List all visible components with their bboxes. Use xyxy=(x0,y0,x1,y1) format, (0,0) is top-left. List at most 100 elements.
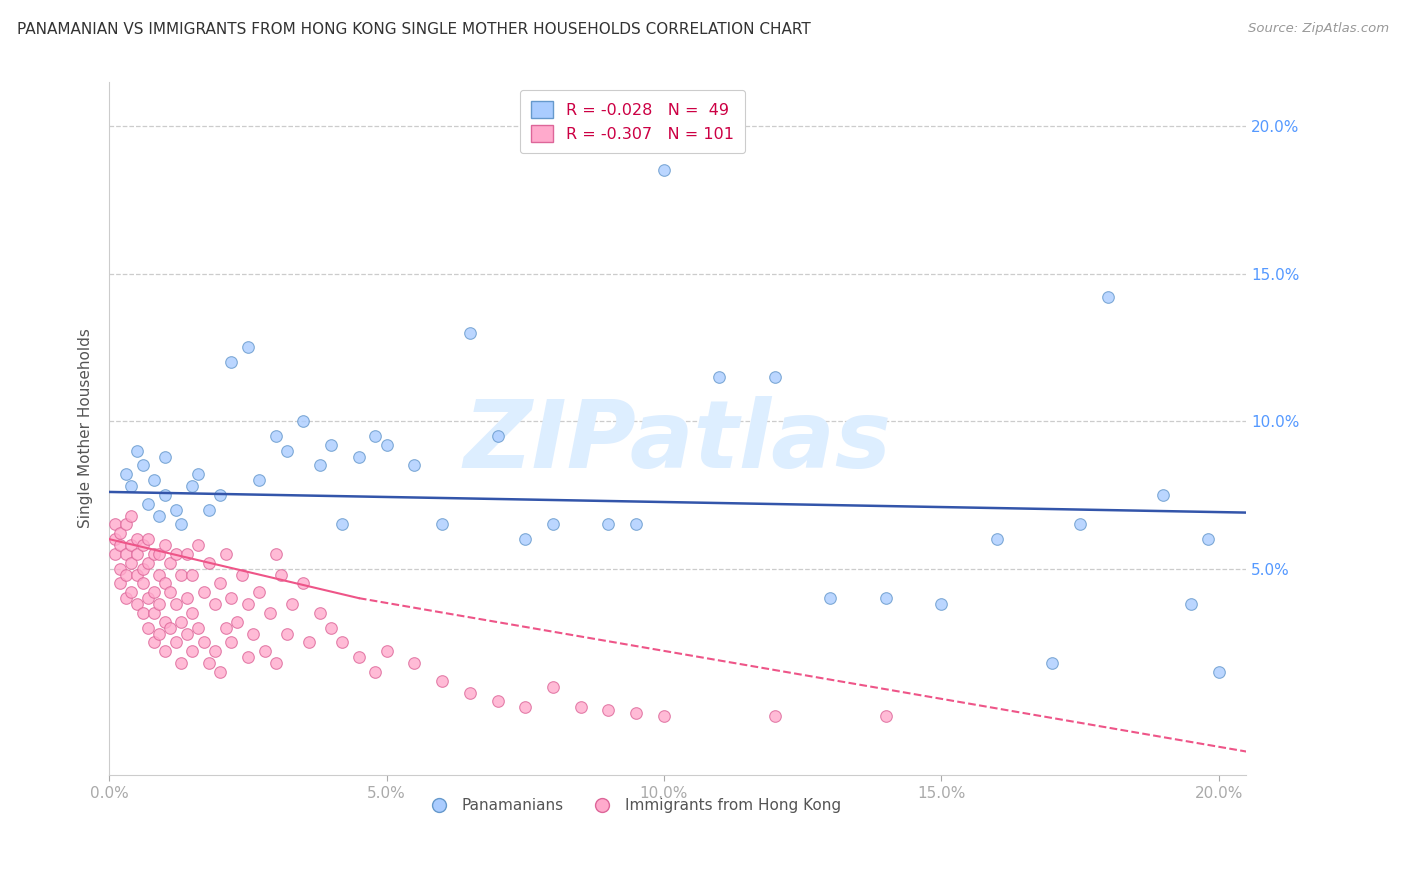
Point xyxy=(159,585,181,599)
Point xyxy=(264,656,287,670)
Point xyxy=(236,597,259,611)
Point xyxy=(1208,665,1230,679)
Point xyxy=(110,576,132,591)
Point xyxy=(165,635,187,649)
Point xyxy=(131,606,153,620)
Point xyxy=(142,547,165,561)
Point xyxy=(125,443,148,458)
Point xyxy=(209,665,232,679)
Point xyxy=(204,644,226,658)
Point xyxy=(236,340,259,354)
Point xyxy=(181,479,204,493)
Point xyxy=(458,326,481,340)
Point xyxy=(125,567,148,582)
Point xyxy=(176,547,198,561)
Point xyxy=(153,615,176,629)
Point xyxy=(364,429,387,443)
Point xyxy=(153,538,176,552)
Point xyxy=(281,597,304,611)
Point xyxy=(276,626,298,640)
Point xyxy=(652,163,675,178)
Point xyxy=(153,576,176,591)
Point xyxy=(120,556,142,570)
Point xyxy=(875,709,897,723)
Point xyxy=(763,709,786,723)
Point xyxy=(115,567,138,582)
Point xyxy=(110,561,132,575)
Point xyxy=(321,438,343,452)
Point xyxy=(624,706,647,721)
Point xyxy=(215,621,238,635)
Point xyxy=(125,597,148,611)
Point xyxy=(131,458,153,473)
Point xyxy=(115,591,138,606)
Point xyxy=(198,556,221,570)
Point xyxy=(309,606,332,620)
Point xyxy=(652,709,675,723)
Point xyxy=(309,458,332,473)
Point xyxy=(264,547,287,561)
Point xyxy=(820,591,842,606)
Point xyxy=(458,685,481,699)
Point xyxy=(170,615,193,629)
Point xyxy=(375,644,398,658)
Point xyxy=(598,517,620,532)
Point xyxy=(763,370,786,384)
Point xyxy=(159,621,181,635)
Point xyxy=(1097,290,1119,304)
Point xyxy=(120,538,142,552)
Point xyxy=(115,467,138,482)
Point xyxy=(541,680,564,694)
Point xyxy=(125,532,148,546)
Point xyxy=(231,567,253,582)
Point xyxy=(136,497,159,511)
Point xyxy=(247,585,270,599)
Point xyxy=(165,502,187,516)
Text: ZIPatlas: ZIPatlas xyxy=(464,396,891,489)
Point xyxy=(215,547,238,561)
Point xyxy=(486,429,509,443)
Point xyxy=(104,547,127,561)
Point xyxy=(131,576,153,591)
Point xyxy=(193,635,215,649)
Point xyxy=(120,585,142,599)
Point xyxy=(148,626,170,640)
Point xyxy=(404,458,426,473)
Point xyxy=(136,591,159,606)
Point xyxy=(242,626,264,640)
Point xyxy=(120,479,142,493)
Point xyxy=(404,656,426,670)
Point xyxy=(598,703,620,717)
Point xyxy=(170,567,193,582)
Point xyxy=(1180,597,1202,611)
Point xyxy=(986,532,1008,546)
Point xyxy=(136,556,159,570)
Point xyxy=(264,429,287,443)
Point xyxy=(270,567,292,582)
Point xyxy=(193,585,215,599)
Point xyxy=(219,591,242,606)
Point xyxy=(115,547,138,561)
Point xyxy=(142,585,165,599)
Legend: Panamanians, Immigrants from Hong Kong: Panamanians, Immigrants from Hong Kong xyxy=(418,792,848,820)
Point xyxy=(104,517,127,532)
Point xyxy=(110,538,132,552)
Point xyxy=(541,517,564,532)
Point xyxy=(181,606,204,620)
Point xyxy=(153,644,176,658)
Point xyxy=(148,567,170,582)
Point xyxy=(142,473,165,487)
Point xyxy=(330,517,353,532)
Point xyxy=(136,532,159,546)
Point xyxy=(292,414,315,428)
Point xyxy=(219,355,242,369)
Point xyxy=(330,635,353,649)
Point xyxy=(347,450,370,464)
Point xyxy=(176,591,198,606)
Point xyxy=(159,556,181,570)
Point xyxy=(375,438,398,452)
Point xyxy=(142,635,165,649)
Text: Source: ZipAtlas.com: Source: ZipAtlas.com xyxy=(1249,22,1389,36)
Point xyxy=(276,443,298,458)
Point xyxy=(198,502,221,516)
